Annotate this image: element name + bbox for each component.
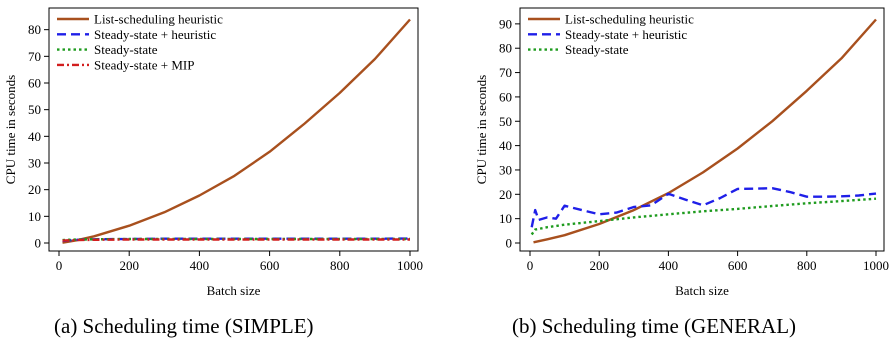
x-tick-label: 800 [797, 258, 817, 273]
y-tick-label: 70 [499, 65, 512, 80]
y-tick-label: 30 [499, 162, 512, 177]
y-axis-label: CPU time in seconds [3, 75, 18, 184]
y-tick-label: 40 [499, 138, 512, 153]
x-axis-label: Batch size [207, 283, 261, 298]
y-tick-label: 20 [28, 182, 41, 197]
series-line-2 [530, 186, 877, 228]
chart-b: 0 200 400 600 800 1000 0 10 20 30 40 50 60 70 80 90 Batc… [474, 7, 889, 298]
y-tick-label: 50 [499, 114, 512, 129]
y-tick-label: 60 [28, 76, 41, 91]
legend-label-3: Steady-state [94, 42, 158, 57]
plot-frame [519, 7, 885, 252]
x-tick-label: 200 [589, 258, 609, 273]
y-tick-label: 60 [499, 89, 512, 104]
caption-a: (a) Scheduling time (SIMPLE) [54, 314, 314, 338]
y-tick-label: 10 [499, 211, 512, 226]
legend-label-2: Steady-state + heuristic [565, 27, 687, 42]
legend-label-1: List-scheduling heuristic [94, 12, 223, 27]
figure-canvas: 0 200 400 600 800 100001020304050607080Batch … [3, 7, 889, 298]
y-tick-label: 90 [499, 16, 512, 31]
legend-label-4: Steady-state + MIP [94, 57, 194, 72]
y-tick-label: 30 [28, 156, 41, 171]
caption-b: (b) Scheduling time (GENERAL) [512, 314, 797, 338]
x-tick-label: 600 [260, 258, 280, 273]
x-tick-label: 0 [56, 258, 63, 273]
x-tick-label: 600 [728, 258, 748, 273]
y-tick-label: 20 [499, 187, 512, 202]
legend-label-3: Steady-state [565, 42, 629, 57]
x-tick-label: 800 [330, 258, 350, 273]
x-tick-label: 1000 [397, 258, 423, 273]
y-tick-label: 0 [35, 236, 42, 251]
legend-label-2: Steady-state + heuristic [94, 27, 216, 42]
x-tick-label: 200 [119, 258, 139, 273]
x-tick-label: 400 [659, 258, 679, 273]
y-tick-label: 40 [28, 129, 41, 144]
y-tick-label: 70 [28, 49, 41, 64]
y-tick-label: 0 [506, 236, 513, 251]
series-line-3 [530, 197, 877, 236]
x-tick-label: 0 [527, 258, 534, 273]
series-line-4 [62, 238, 410, 242]
y-tick-label: 10 [28, 209, 41, 224]
plot-frame [48, 7, 419, 252]
series-line-1 [62, 18, 411, 244]
x-tick-label: 400 [190, 258, 210, 273]
series-line-1 [533, 18, 877, 244]
y-axis-label: CPU time in seconds [474, 75, 489, 184]
y-tick-label: 80 [28, 22, 41, 37]
y-tick-label: 80 [499, 41, 512, 56]
y-tick-label: 50 [28, 102, 41, 117]
chart-a: 0 200 400 600 800 1000 0 10 20 30 40 50 60 70 80 Batch … [3, 7, 423, 298]
x-tick-label: 1000 [863, 258, 889, 273]
x-axis-label: Batch size [675, 283, 729, 298]
legend-label-1: List-scheduling heuristic [565, 12, 694, 27]
